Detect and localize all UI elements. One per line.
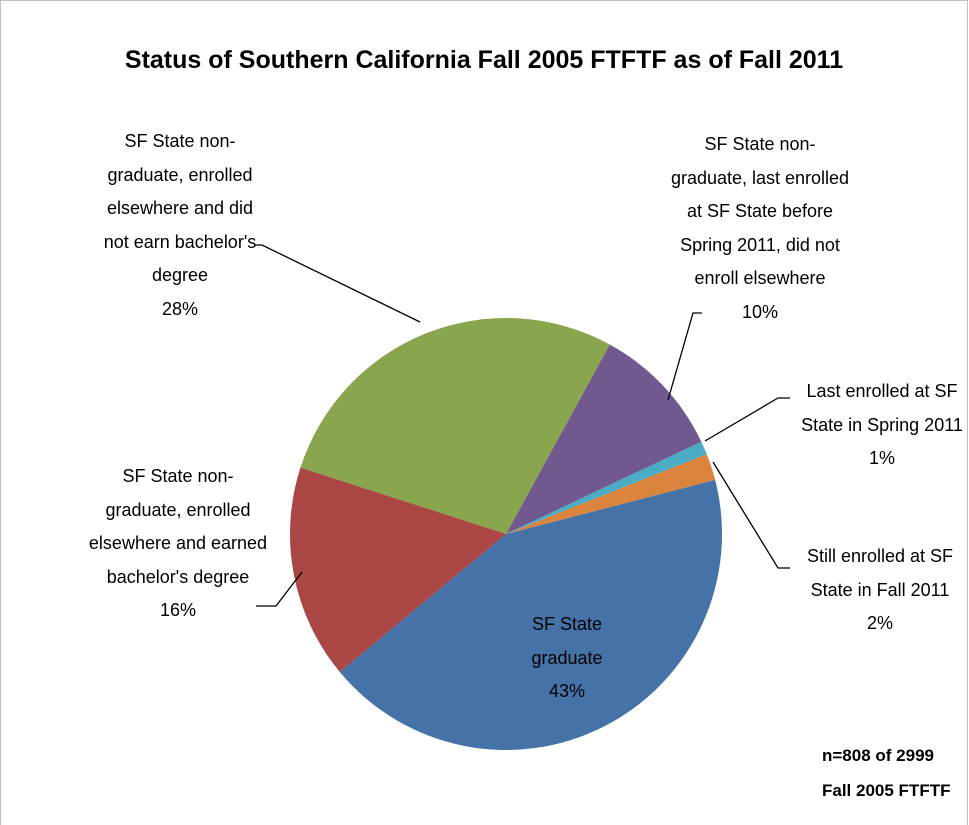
leader-line xyxy=(256,571,303,607)
leader-lines xyxy=(254,244,790,607)
value-label: 43% xyxy=(548,681,586,701)
slice-label: SF State graduate 43% xyxy=(497,608,637,709)
slice-label: Last enrolled at SF State in Spring 2011… xyxy=(787,375,969,476)
category-label: Last enrolled at SF State in Spring 2011 xyxy=(801,381,963,435)
leader-line xyxy=(712,461,790,569)
slice-label: Still enrolled at SF State in Fall 2011 2… xyxy=(785,540,969,641)
pie-slice xyxy=(339,479,722,750)
slice-label: SF State non-graduate, enrolled elsewher… xyxy=(93,125,268,326)
leader-line xyxy=(704,397,790,442)
value-label: 28% xyxy=(161,298,199,319)
category-label: SF State non-graduate, enrolled elsewher… xyxy=(88,466,268,587)
value-label: 2% xyxy=(866,613,893,633)
category-label: Still enrolled at SF State in Fall 2011 xyxy=(806,546,954,600)
category-label: SF State non-graduate, enrolled elsewher… xyxy=(103,131,257,285)
category-label: SF State non-graduate, last enrolled at … xyxy=(670,134,850,288)
pie-slice xyxy=(506,441,707,534)
annotation: Fall 2005 FTFTF xyxy=(822,781,951,800)
value-label: 1% xyxy=(868,448,895,468)
chart-title: Status of Southern California Fall 2005 … xyxy=(124,46,844,74)
pie-slice xyxy=(300,317,610,534)
category-label: SF State graduate xyxy=(531,614,603,668)
slice-label: SF State non-graduate, enrolled elsewher… xyxy=(88,460,268,628)
pie xyxy=(289,317,722,750)
leader-line xyxy=(254,244,421,323)
pie-slice xyxy=(289,467,506,672)
pie-slice xyxy=(506,344,702,534)
annotation: n=808 of 2999 xyxy=(822,746,934,765)
leader-line xyxy=(667,312,702,401)
slice-label: SF State non-graduate, last enrolled at … xyxy=(668,128,853,329)
pie-slice xyxy=(506,454,716,534)
value-label: 10% xyxy=(741,301,779,322)
value-label: 16% xyxy=(159,600,197,620)
